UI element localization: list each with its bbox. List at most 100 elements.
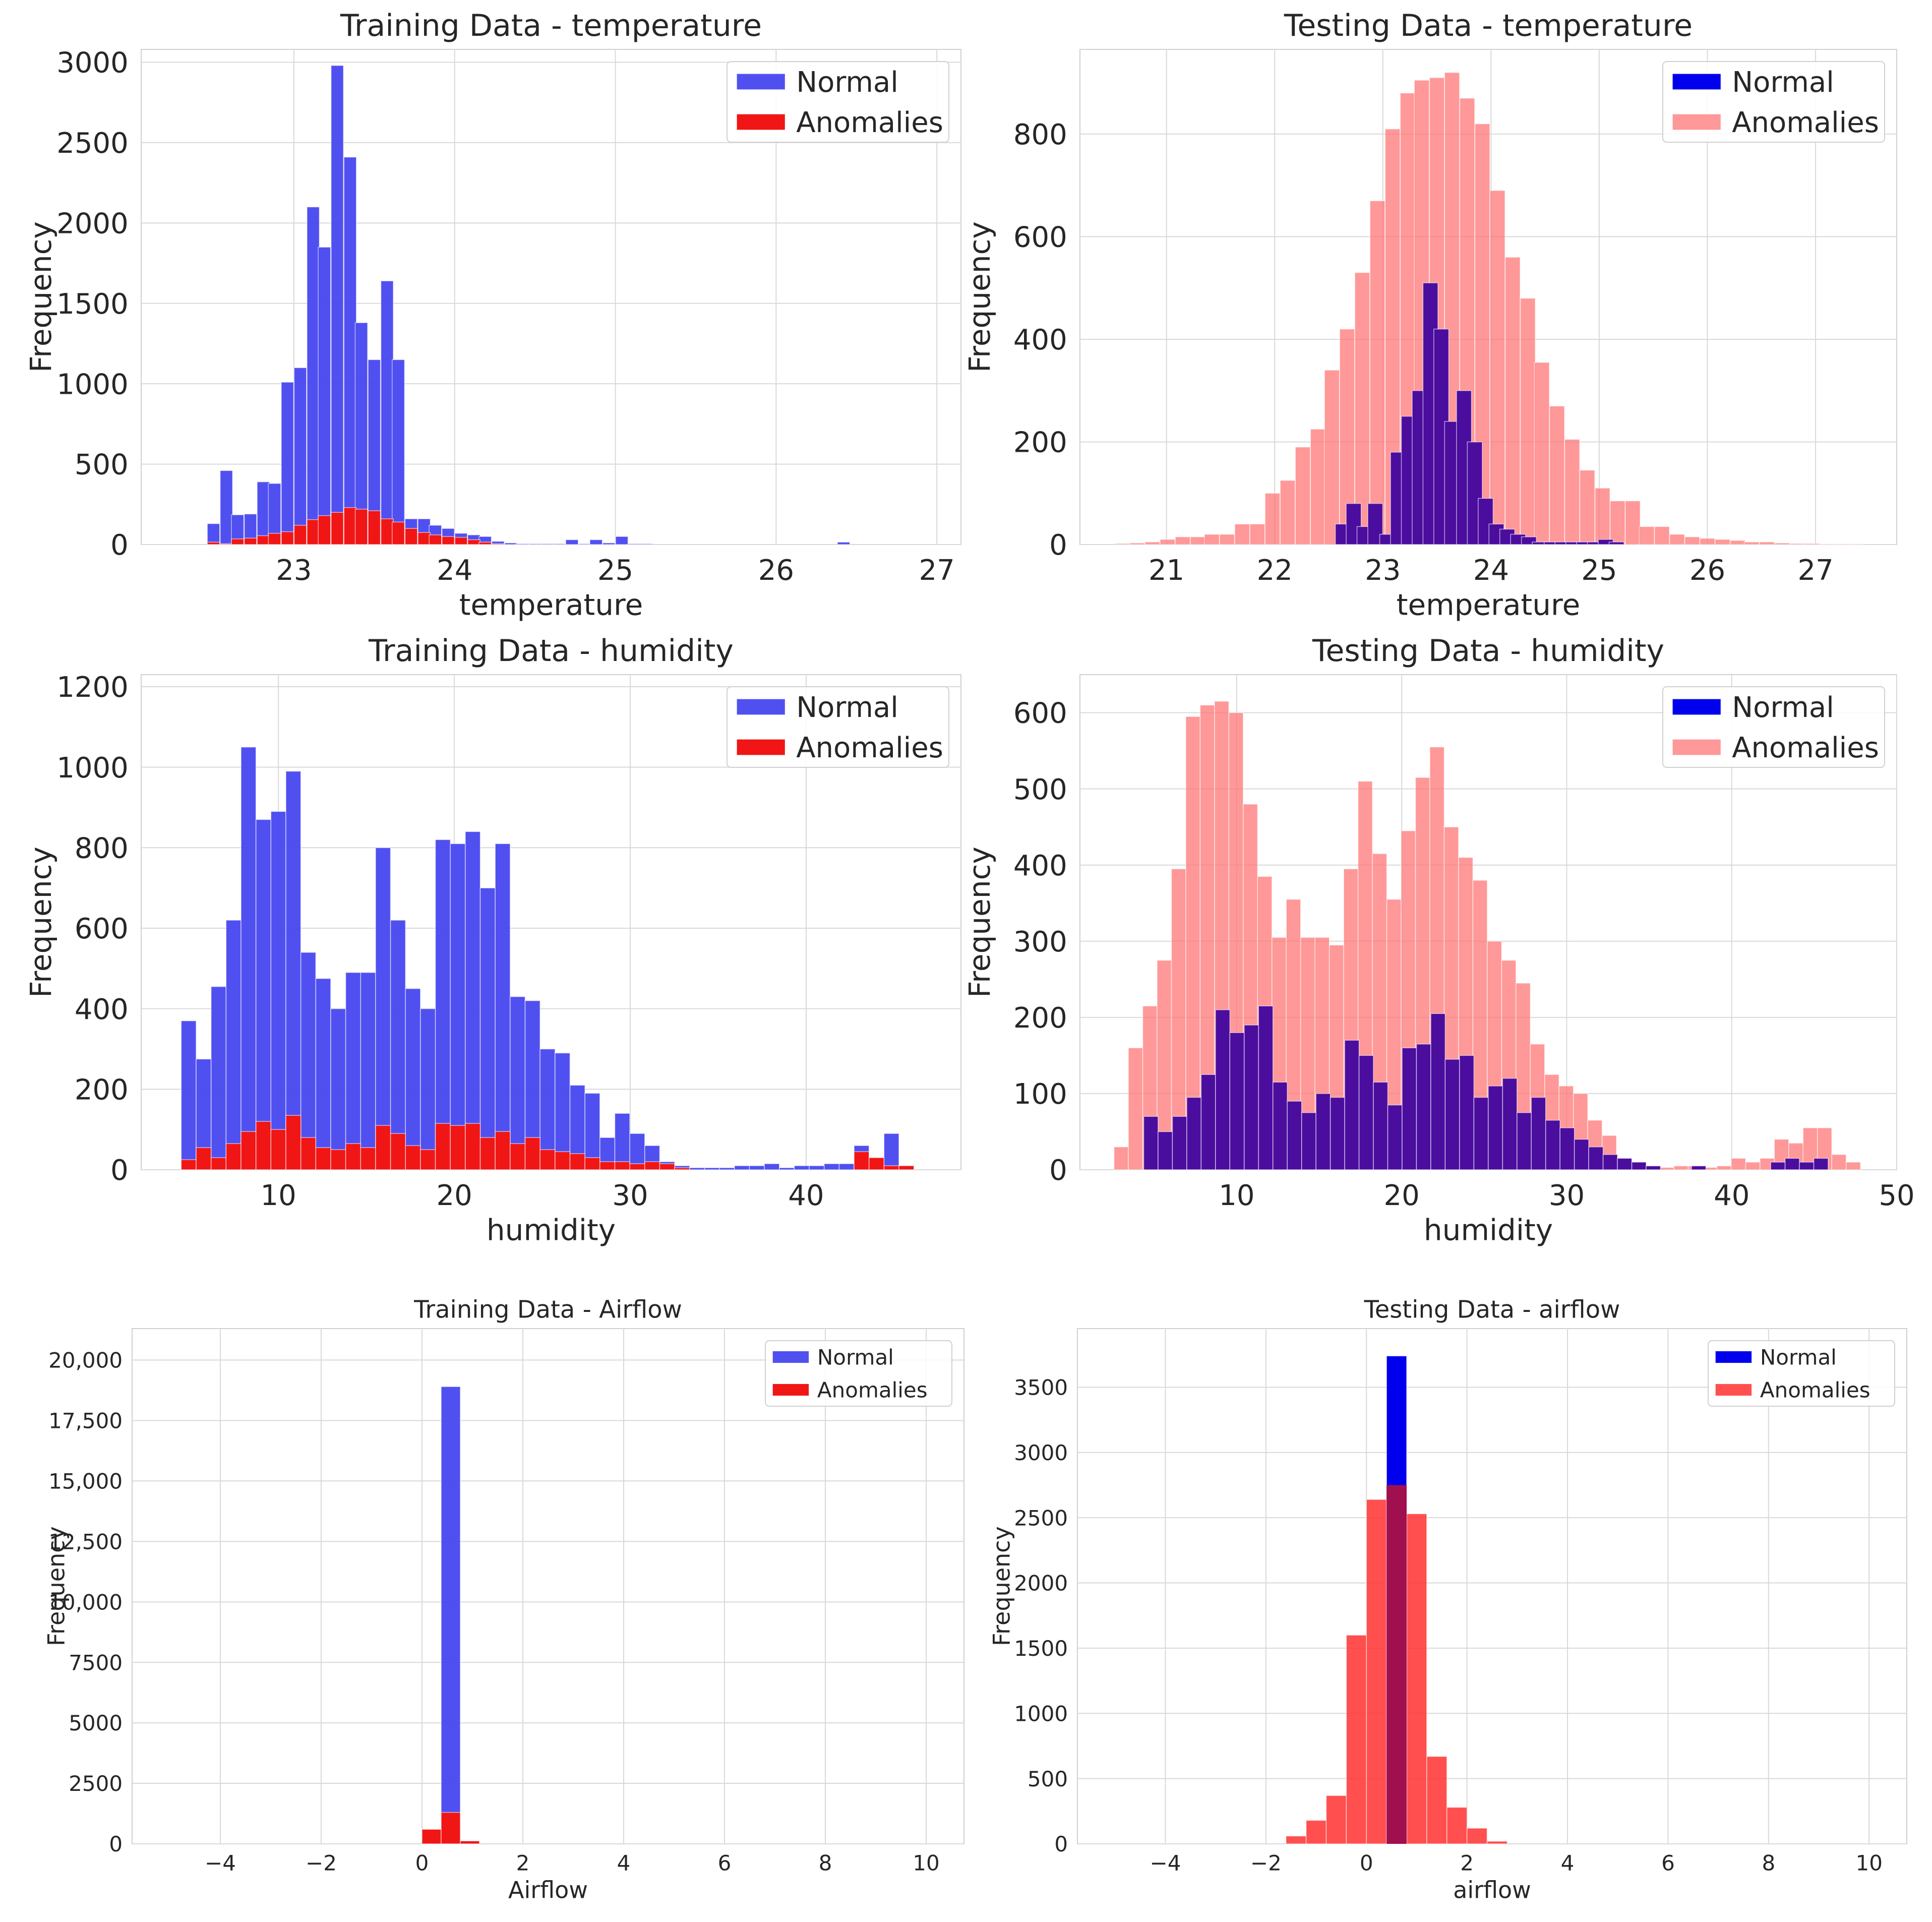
bar-normal xyxy=(704,1167,720,1170)
legend-label-normal: Normal xyxy=(1732,66,1834,99)
bar-anomalies xyxy=(883,1165,899,1170)
bar-anomalies xyxy=(1466,1828,1488,1844)
bar-normal xyxy=(515,543,529,545)
legend-swatch-normal xyxy=(772,1351,809,1363)
bar-anomalies xyxy=(1128,1047,1143,1170)
legend-swatch-normal xyxy=(1715,1351,1752,1363)
bar-anomalies xyxy=(293,524,307,545)
y-axis-label: Frequency xyxy=(24,221,58,373)
x-tick-label: 24 xyxy=(437,554,472,587)
bar-normal xyxy=(615,536,629,545)
x-tick-label: 4 xyxy=(1561,1851,1575,1876)
bar-normal xyxy=(1330,1097,1345,1170)
bar-normal xyxy=(1229,1032,1245,1170)
bar-normal xyxy=(1344,1040,1360,1170)
bar-normal xyxy=(1631,1162,1647,1170)
legend-swatch-anomalies xyxy=(737,739,785,755)
y-tick-label: 0 xyxy=(110,1154,129,1187)
bar-normal xyxy=(1770,1162,1786,1170)
bar-anomalies xyxy=(300,1137,317,1170)
bar-normal xyxy=(883,1133,899,1170)
bar-normal xyxy=(300,952,317,1170)
bar-normal xyxy=(639,543,653,545)
bar-anomalies xyxy=(629,1163,645,1170)
bar-normal xyxy=(281,382,294,545)
bar-anomalies xyxy=(1346,1635,1367,1844)
bar-normal xyxy=(794,1165,810,1170)
y-tick-label: 0 xyxy=(109,1832,123,1856)
legend-swatch-normal xyxy=(737,74,785,90)
legend-label-anomalies: Anomalies xyxy=(796,106,943,139)
chart-title: Training Data - humidity xyxy=(368,633,734,669)
legend: Normal Anomalies xyxy=(727,686,949,768)
x-tick-label: 21 xyxy=(1149,554,1184,587)
y-tick-label: 12,500 xyxy=(48,1529,123,1554)
bar-anomalies xyxy=(1285,1835,1307,1844)
bar-anomalies xyxy=(1185,716,1201,1170)
x-tick-label: 25 xyxy=(1581,554,1617,587)
x-axis-label: temperature xyxy=(1397,588,1581,622)
y-tick-label: 100 xyxy=(1013,1078,1067,1111)
legend-swatch-anomalies xyxy=(737,114,785,130)
bar-anomalies xyxy=(1745,1162,1761,1170)
bar-anomalies xyxy=(307,519,320,545)
bar-anomalies xyxy=(1325,1795,1347,1844)
bar-normal xyxy=(552,543,566,545)
bar-normal xyxy=(589,539,603,545)
bar-normal xyxy=(1301,1112,1316,1170)
bar-anomalies xyxy=(1804,543,1821,545)
bar-anomalies xyxy=(1219,533,1235,545)
y-tick-label: 17,500 xyxy=(48,1408,123,1433)
x-tick-label: 40 xyxy=(1714,1179,1749,1212)
x-tick-label: 24 xyxy=(1473,554,1509,587)
bar-normal xyxy=(255,819,272,1170)
x-tick-label: 8 xyxy=(1762,1851,1775,1876)
bar-normal xyxy=(1387,1104,1403,1170)
bar-normal xyxy=(1402,1047,1417,1170)
x-tick-label: 27 xyxy=(1797,554,1833,587)
x-axis-label: Airflow xyxy=(508,1877,588,1904)
bar-anomalies xyxy=(1520,297,1536,545)
x-tick-label: 6 xyxy=(1661,1851,1675,1876)
bar-anomalies xyxy=(330,1149,346,1170)
bar-anomalies xyxy=(467,539,480,545)
x-axis-label: temperature xyxy=(459,588,643,622)
y-tick-label: 0 xyxy=(1049,1154,1067,1187)
bar-anomalies xyxy=(614,1161,630,1170)
bar-anomalies xyxy=(285,1115,301,1170)
bar-normal xyxy=(504,543,518,545)
y-tick-label: 200 xyxy=(1013,427,1067,459)
bar-anomalies xyxy=(1594,488,1610,545)
bar-anomalies xyxy=(354,509,368,545)
x-tick-label: 10 xyxy=(1856,1851,1883,1876)
bar-anomalies xyxy=(255,1121,272,1170)
bar-anomalies xyxy=(270,1129,286,1170)
bar-normal xyxy=(1799,1162,1815,1170)
bar-anomalies xyxy=(898,1165,915,1170)
bar-anomalies xyxy=(1759,542,1775,545)
y-tick-label: 600 xyxy=(1013,221,1067,254)
bar-normal xyxy=(528,543,542,545)
bar-normal xyxy=(1244,1025,1259,1170)
bar-normal xyxy=(180,1020,197,1170)
x-tick-label: 20 xyxy=(1384,1179,1420,1212)
bar-normal xyxy=(450,843,466,1170)
bar-normal xyxy=(392,359,405,545)
bar-anomalies xyxy=(1609,500,1625,545)
bar-normal xyxy=(1488,1086,1503,1170)
bar-anomalies xyxy=(1549,405,1565,545)
bar-normal xyxy=(602,543,616,545)
bar-anomalies xyxy=(368,510,381,545)
bar-anomalies xyxy=(441,1812,461,1844)
y-tick-label: 1000 xyxy=(1014,1701,1068,1726)
y-tick-label: 1200 xyxy=(56,671,129,704)
bar-anomalies xyxy=(1446,1807,1468,1844)
y-tick-label: 400 xyxy=(75,993,129,1026)
bar-normal xyxy=(219,470,233,545)
bar-normal xyxy=(420,1008,436,1170)
bar-anomalies xyxy=(231,538,245,545)
bar-anomalies xyxy=(1831,1154,1847,1170)
bar-normal xyxy=(1608,542,1624,545)
bar-anomalies xyxy=(1406,1513,1427,1844)
